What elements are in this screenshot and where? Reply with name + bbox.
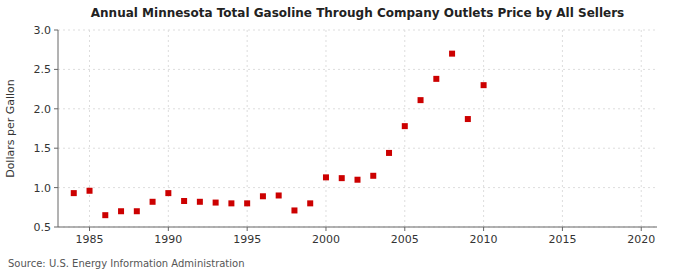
y-tick-label: 3.0 <box>34 24 52 37</box>
point <box>118 208 124 214</box>
point <box>228 200 234 206</box>
y-tick <box>54 30 58 31</box>
point <box>386 150 392 156</box>
x-tick-label: 2020 <box>627 233 655 246</box>
point <box>197 199 203 205</box>
point <box>465 116 471 122</box>
point <box>418 97 424 103</box>
x-grid-line <box>168 30 169 227</box>
x-tick <box>89 227 90 231</box>
points <box>71 51 487 219</box>
x-tick <box>483 227 484 231</box>
point <box>260 193 266 199</box>
y-tick <box>54 148 58 149</box>
point <box>165 190 171 196</box>
point <box>291 207 297 213</box>
y-tick-label: 0.5 <box>34 221 52 234</box>
y-tick <box>54 69 58 70</box>
point <box>150 199 156 205</box>
y-grid-line <box>58 108 657 109</box>
y-tick-label: 1.0 <box>34 182 52 195</box>
x-tick <box>168 227 169 231</box>
y-tick-label: 2.0 <box>34 103 52 116</box>
y-grid-line <box>58 30 657 31</box>
x-tick <box>641 227 642 231</box>
x-tick <box>247 227 248 231</box>
point <box>181 198 187 204</box>
point <box>370 173 376 179</box>
x-tick <box>562 227 563 231</box>
x-tick <box>325 227 326 231</box>
y-tick-label: 2.5 <box>34 63 52 76</box>
y-tick <box>54 108 58 109</box>
point <box>481 82 487 88</box>
x-tick-label: 2005 <box>391 233 419 246</box>
point <box>71 190 77 196</box>
x-tick-label: 1990 <box>154 233 182 246</box>
point <box>307 200 313 206</box>
x-tick-label: 1985 <box>76 233 104 246</box>
y-grid-line <box>58 227 657 228</box>
title: Annual Minnesota Total Gasoline Through … <box>91 6 624 20</box>
point <box>134 208 140 214</box>
point <box>276 192 282 198</box>
point <box>244 200 250 206</box>
axes: 1985 1990 1995 2000 2005 2010 2015 2020 0.5 1.0 1.… <box>34 24 658 246</box>
x-tick-label: 2015 <box>548 233 576 246</box>
x-tick-label: 2010 <box>470 233 498 246</box>
y-axis-line <box>58 30 59 227</box>
point <box>213 200 219 206</box>
point <box>449 51 455 57</box>
point <box>323 174 329 180</box>
y-tick-label: 1.5 <box>34 142 52 155</box>
x-axis-line <box>58 227 657 228</box>
point <box>102 212 108 218</box>
source-note: Source: U.S. Energy Information Administ… <box>8 258 245 269</box>
point <box>87 188 93 194</box>
point <box>355 177 361 183</box>
x-grid-line <box>325 30 326 227</box>
x-tick-label: 2000 <box>312 233 340 246</box>
y-grid-line <box>58 187 657 188</box>
point <box>433 76 439 82</box>
x-grid-line <box>247 30 248 227</box>
x-grid-line <box>562 30 563 227</box>
y-axis-label: Dollars per Gallon <box>4 79 17 178</box>
y-tick <box>54 187 58 188</box>
x-grid-line <box>641 30 642 227</box>
x-tick-label: 1995 <box>233 233 261 246</box>
grid <box>58 30 657 227</box>
x-grid-line <box>483 30 484 227</box>
x-grid-line <box>89 30 90 227</box>
point <box>402 123 408 129</box>
y-grid-line <box>58 69 657 70</box>
point <box>339 175 345 181</box>
x-tick <box>404 227 405 231</box>
y-grid-line <box>58 148 657 149</box>
chart: 1985 1990 1995 2000 2005 2010 2015 2020 0.5 1.0 1.… <box>0 0 675 275</box>
y-tick <box>54 227 58 228</box>
